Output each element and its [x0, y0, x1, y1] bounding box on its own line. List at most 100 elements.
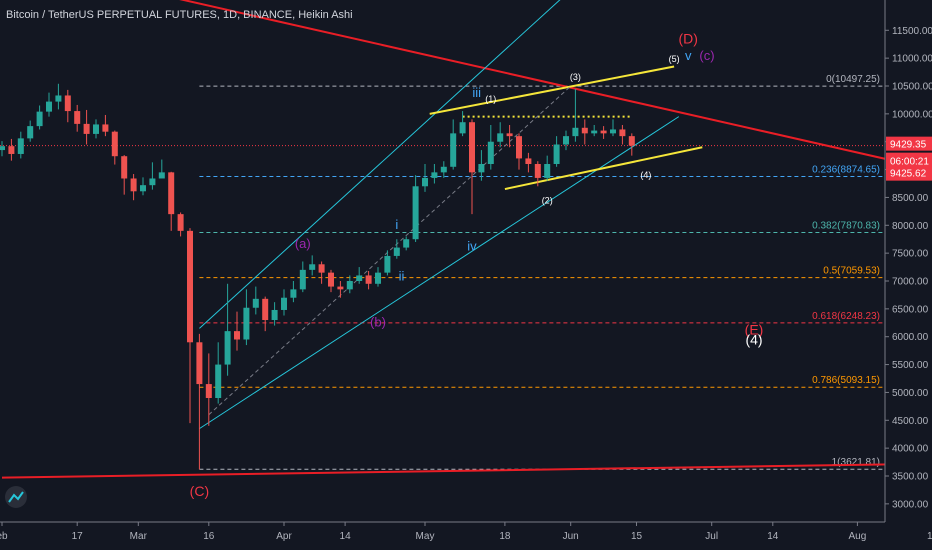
candle-body — [600, 130, 607, 134]
x-tick-label: 14 — [340, 531, 352, 542]
candle-body — [309, 264, 316, 270]
candle-body — [591, 130, 598, 134]
candle-body — [337, 286, 344, 290]
y-tick-label: 6500.00 — [892, 304, 929, 315]
trendline-grey-dashed — [208, 85, 572, 416]
candle-body — [431, 172, 438, 178]
candle-body — [252, 298, 259, 308]
y-tick-label: 3500.00 — [892, 472, 929, 483]
trendline-red-support — [1, 462, 932, 479]
candle-body — [55, 95, 62, 102]
candle-body — [525, 158, 532, 164]
x-axis[interactable]: eb 17 Mar 16 Apr 14 May 18 Jun 15 Jul 14 Aug 17 — [0, 521, 932, 542]
candle-body — [534, 164, 541, 178]
x-tick-label: 14 — [767, 531, 779, 542]
candle-body — [102, 124, 109, 132]
y-axis[interactable]: 3000.00 3500.00 4000.00 4500.00 5000.00 5500.… — [884, 0, 932, 550]
candle-body — [450, 133, 457, 167]
candle-body — [290, 289, 297, 298]
fib-label: 0.236(8874.65) — [812, 165, 880, 176]
candle-body — [224, 331, 231, 365]
y-tick-label: 11000.00 — [892, 54, 932, 65]
y-tick-label: 5500.00 — [892, 360, 929, 371]
fib-label: 0.786(5093.15) — [812, 375, 880, 386]
candle-body — [440, 166, 447, 173]
candle-body — [93, 124, 99, 134]
candle-body — [205, 384, 212, 398]
candle-body — [563, 136, 569, 145]
candles — [0, 83, 635, 470]
candle-body — [544, 164, 551, 178]
y-tick-label: 6000.00 — [892, 332, 929, 343]
x-tick-label: 18 — [499, 531, 511, 542]
wave-label: i — [395, 217, 398, 232]
candle-body — [422, 177, 428, 187]
candle-body — [111, 131, 118, 157]
x-tick-label: eb — [0, 531, 8, 542]
candle-body — [328, 272, 334, 287]
wave-label: (C) — [190, 483, 209, 499]
candle-body — [130, 178, 137, 192]
candle-body — [497, 133, 504, 142]
candle-body — [403, 239, 410, 248]
candle-body — [365, 275, 372, 284]
fib-label: 1(3621.81) — [832, 457, 880, 468]
trendline-red-descending — [179, 0, 932, 171]
candle-body — [628, 136, 635, 146]
y-tick-label: 10000.00 — [892, 109, 932, 120]
wave-label: (4) — [640, 170, 651, 180]
candle-body — [412, 186, 419, 240]
x-tick-label: 17 — [72, 531, 84, 542]
candle-body — [168, 172, 175, 215]
candle-body — [83, 123, 90, 134]
candle-body — [393, 247, 400, 256]
wave-label: (a) — [295, 236, 311, 251]
candle-body — [27, 126, 34, 139]
candle-body — [356, 275, 363, 281]
wave-label: (c) — [699, 48, 714, 63]
candle-body — [177, 214, 184, 231]
candle-body — [140, 185, 146, 192]
x-tick-label: Aug — [849, 531, 867, 542]
x-tick-label: Jul — [705, 531, 718, 542]
candle-body — [0, 146, 5, 151]
candle-body — [384, 255, 391, 273]
candle-body — [581, 127, 588, 134]
wave-label: v — [685, 48, 692, 63]
trendline-yellow-upper — [429, 65, 675, 115]
y-tick-label: 4000.00 — [892, 444, 929, 455]
fib-label: 0.618(6248.23) — [812, 311, 880, 322]
candle-body — [215, 364, 222, 398]
fib-label: 0(10497.25) — [826, 74, 880, 85]
x-tick-label: 17 — [927, 531, 932, 542]
wave-label: (5) — [669, 54, 680, 64]
y-tick-label: 10500.00 — [892, 82, 932, 93]
x-tick-label: Jun — [563, 531, 579, 542]
candle-body — [553, 144, 560, 164]
wave-label: iii — [472, 85, 481, 100]
y-tick-label: 7500.00 — [892, 249, 929, 260]
candle-body — [74, 111, 81, 124]
candle-body — [487, 141, 494, 164]
candle-body — [17, 138, 24, 154]
wave-label: iv — [467, 238, 477, 253]
x-tick-label: May — [416, 531, 435, 542]
fib-label: 0.382(7870.83) — [812, 220, 880, 231]
candle-body — [46, 101, 52, 112]
x-tick-label: Apr — [276, 531, 292, 542]
candle-body — [346, 281, 353, 290]
wave-label: (D) — [678, 31, 697, 47]
x-tick-label: Mar — [130, 531, 148, 542]
wave-label: (4) — [745, 332, 762, 348]
candle-body — [243, 307, 250, 340]
candle-body — [187, 230, 193, 343]
price-tag-bg — [886, 136, 932, 151]
countdown-tag-bg — [886, 152, 932, 181]
wave-label: (2) — [542, 196, 553, 206]
candle-body — [149, 178, 156, 186]
